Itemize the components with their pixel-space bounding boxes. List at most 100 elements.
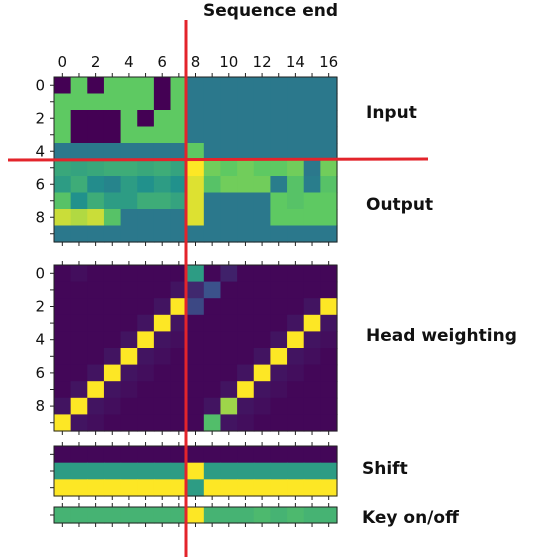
head-weighting-cell	[287, 331, 305, 349]
shift-cell	[270, 446, 288, 464]
input-output-cell	[70, 143, 88, 161]
head-weighting-cell	[187, 265, 205, 283]
input-output-cell	[237, 143, 255, 161]
head-weighting-cell	[70, 364, 88, 382]
input-output-cell	[70, 159, 88, 177]
input-output-cell	[103, 143, 122, 161]
input-output-cell	[270, 93, 288, 111]
head-weighting-cell	[203, 281, 222, 299]
input-output-x-tick-label: 12	[253, 53, 272, 71]
input-output-y-tick-label: 4	[35, 142, 45, 160]
input-output-cell	[54, 93, 72, 111]
input-output-cell	[287, 176, 305, 194]
input-output-x-tick-label: 2	[91, 53, 101, 71]
input-output-cell	[153, 126, 172, 144]
head-weighting-cell	[103, 298, 122, 316]
head-weighting-cell	[303, 414, 321, 432]
input-output-cell	[120, 192, 138, 210]
input-output-cell	[320, 110, 338, 128]
key-on-off-cell	[320, 507, 338, 524]
input-output-cell	[287, 225, 305, 243]
head-weighting-cell	[320, 414, 338, 432]
input-output-cell	[70, 93, 88, 111]
key-on-off-label: Key on/off	[362, 508, 459, 528]
input-output-cell	[153, 143, 172, 161]
input-output-cell	[70, 225, 88, 243]
head-weighting-cell	[303, 397, 321, 415]
head-weighting-label: Head weighting	[366, 326, 517, 346]
head-weighting-y-tick-label: 2	[35, 298, 45, 316]
input-output-cell	[87, 110, 105, 128]
shift-cell	[153, 479, 172, 497]
key-on-off-panel	[50, 503, 338, 527]
input-output-cell	[287, 192, 305, 210]
head-weighting-cell	[170, 381, 188, 399]
head-weighting-cell	[54, 331, 72, 349]
input-output-cell	[270, 225, 288, 243]
head-weighting-cell	[70, 331, 88, 349]
head-weighting-cell	[70, 298, 88, 316]
input-output-cell	[220, 93, 238, 111]
head-weighting-cell	[87, 281, 105, 299]
input-output-cell	[253, 143, 272, 161]
shift-cell	[120, 462, 138, 480]
input-output-cell	[54, 192, 72, 210]
input-output-cell	[153, 110, 172, 128]
input-output-cell	[220, 143, 238, 161]
head-weighting-cell	[54, 298, 72, 316]
input-output-cell	[253, 126, 272, 144]
shift-cell	[320, 446, 338, 464]
head-weighting-cell	[54, 314, 72, 332]
head-weighting-cell	[87, 314, 105, 332]
head-weighting-y-tick-label: 8	[35, 397, 45, 415]
shift-cell	[303, 479, 321, 497]
input-output-cell	[87, 77, 105, 95]
head-weighting-cell	[320, 298, 338, 316]
input-output-cell	[237, 159, 255, 177]
head-weighting-cell	[120, 281, 138, 299]
head-weighting-cell	[153, 265, 172, 283]
input-output-cell	[287, 209, 305, 227]
shift-cell	[187, 446, 205, 464]
head-weighting-cell	[270, 298, 288, 316]
input-output-cell	[153, 192, 172, 210]
input-output-cell	[103, 77, 122, 95]
head-weighting-cell	[170, 281, 188, 299]
head-weighting-cell	[253, 314, 272, 332]
input-output-cell	[270, 126, 288, 144]
input-output-cell	[237, 209, 255, 227]
head-weighting-cell	[320, 348, 338, 366]
shift-cell	[170, 462, 188, 480]
head-weighting-cell	[187, 414, 205, 432]
input-output-cell	[270, 192, 288, 210]
head-weighting-cell	[187, 397, 205, 415]
head-weighting-cell	[87, 381, 105, 399]
input-output-cell	[54, 209, 72, 227]
key-on-off-cell	[54, 507, 72, 524]
shift-cell	[203, 479, 222, 497]
shift-cell	[220, 479, 238, 497]
shift-cell	[320, 462, 338, 480]
input-output-cell	[203, 159, 222, 177]
shift-cell	[137, 446, 155, 464]
input-output-cell	[170, 192, 188, 210]
head-weighting-cell	[70, 281, 88, 299]
head-weighting-cell	[87, 414, 105, 432]
input-output-cell	[320, 225, 338, 243]
head-weighting-cell	[137, 281, 155, 299]
input-output-cell	[187, 209, 205, 227]
input-output-x-tick-label: 4	[124, 53, 134, 71]
head-weighting-cell	[137, 331, 155, 349]
input-output-cell	[237, 176, 255, 194]
head-weighting-cell	[287, 265, 305, 283]
head-weighting-cell	[220, 364, 238, 382]
input-output-x-tick-label: 14	[286, 53, 305, 71]
shift-cell	[203, 462, 222, 480]
input-output-cell	[253, 159, 272, 177]
head-weighting-cell	[287, 281, 305, 299]
input-output-cell	[137, 93, 155, 111]
shift-cell	[170, 479, 188, 497]
key-on-off-cell	[137, 507, 155, 524]
input-output-cell	[320, 176, 338, 194]
key-on-off-cell	[187, 507, 205, 524]
